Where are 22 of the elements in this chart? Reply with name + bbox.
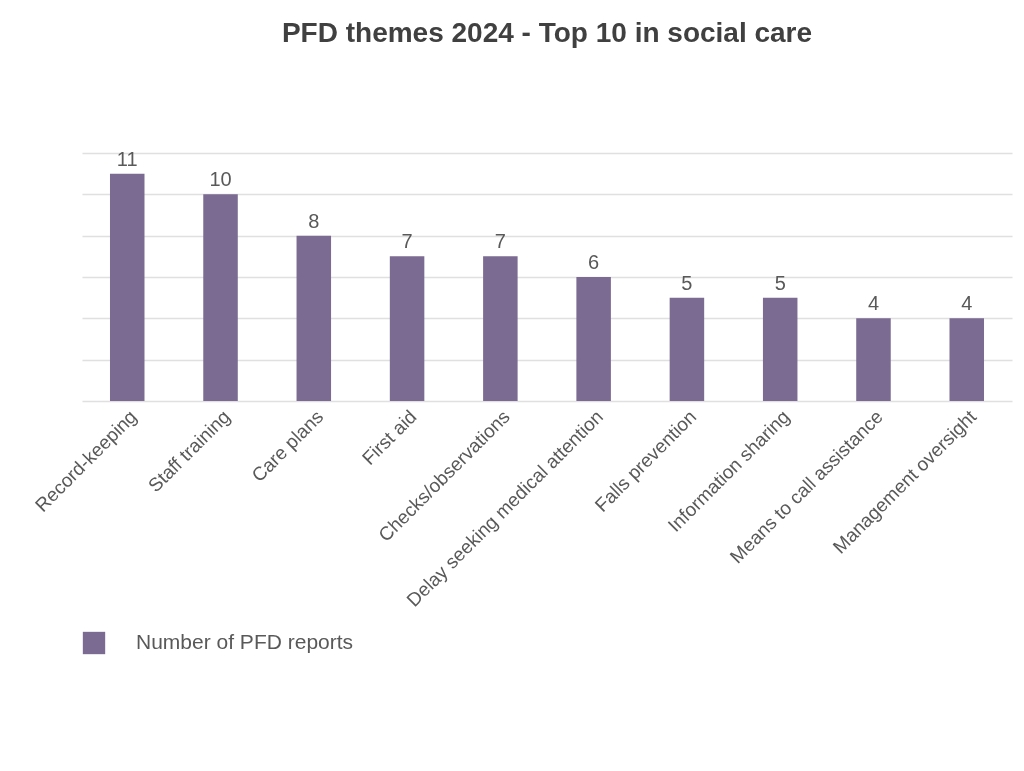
- data-label: 7: [401, 230, 413, 253]
- bar: [483, 256, 518, 401]
- data-label: 11: [116, 147, 138, 170]
- data-label: 4: [867, 292, 880, 315]
- data-label: 5: [681, 271, 693, 294]
- data-label: 5: [774, 271, 786, 294]
- chart-title: PFD themes 2024 - Top 10 in social care: [281, 16, 813, 48]
- bar: [949, 318, 985, 401]
- bar: [389, 256, 425, 401]
- data-label: 4: [961, 292, 973, 315]
- bar: [576, 277, 611, 401]
- bar: [296, 235, 332, 401]
- bar: [856, 318, 891, 401]
- bar: [762, 297, 798, 401]
- bar: [109, 173, 145, 401]
- data-label: 6: [588, 251, 600, 273]
- legend-label: Number of PFD reports: [136, 630, 354, 653]
- data-label: 8: [308, 209, 320, 232]
- data-label: 7: [494, 230, 506, 253]
- data-label: 10: [209, 168, 232, 191]
- bar: [669, 297, 705, 401]
- bar: [203, 194, 238, 401]
